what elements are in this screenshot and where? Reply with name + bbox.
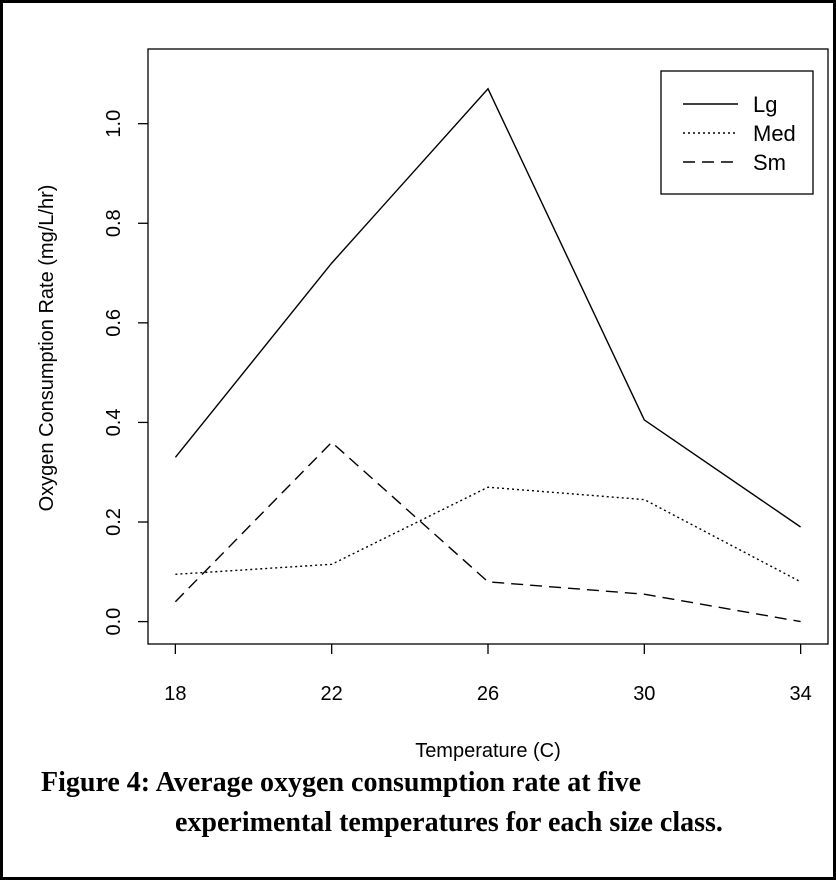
x-tick-label: 18 [164, 683, 186, 705]
figure-caption: Figure 4: Average oxygen consumption rat… [41, 763, 821, 843]
x-tick-label: 30 [633, 683, 655, 705]
y-tick-label: 0.0 [103, 608, 125, 636]
legend-label-lg: Lg [753, 92, 777, 117]
series-line-lg [174, 87, 801, 528]
legend-label-med: Med [753, 121, 796, 146]
y-tick-label: 0.2 [103, 508, 125, 536]
y-tick-label: 0.6 [103, 309, 125, 337]
legend-label-sm: Sm [753, 150, 786, 175]
legend: Lg Med Sm [660, 70, 814, 195]
x-tick-label: 26 [477, 683, 499, 705]
y-axis: 0.0 0.2 0.4 0.6 0.8 1.0 [103, 110, 148, 636]
y-axis-label: Oxygen Consumption Rate (mg/L/hr) [36, 185, 58, 512]
x-axis: 18 22 26 30 34 [164, 644, 812, 705]
x-tick-label: 34 [790, 683, 812, 705]
y-tick-label: 1.0 [103, 110, 125, 138]
y-tick-label: 0.4 [103, 409, 125, 437]
caption-line-1: Figure 4: Average oxygen consumption rat… [41, 767, 642, 798]
y-tick-label: 0.8 [103, 209, 125, 237]
series-layer [174, 87, 801, 623]
legend-box [660, 70, 814, 195]
series-line-sm [174, 441, 801, 623]
series-line-med [175, 486, 801, 583]
chart: 18 22 26 30 34 0.0 0.2 0.4 0.6 0.8 1.0 Temperatur… [36, 48, 829, 762]
caption-line-2: experimental temperatures for each size … [175, 807, 723, 838]
x-axis-label: Temperature (C) [415, 740, 561, 762]
x-tick-label: 22 [321, 683, 343, 705]
